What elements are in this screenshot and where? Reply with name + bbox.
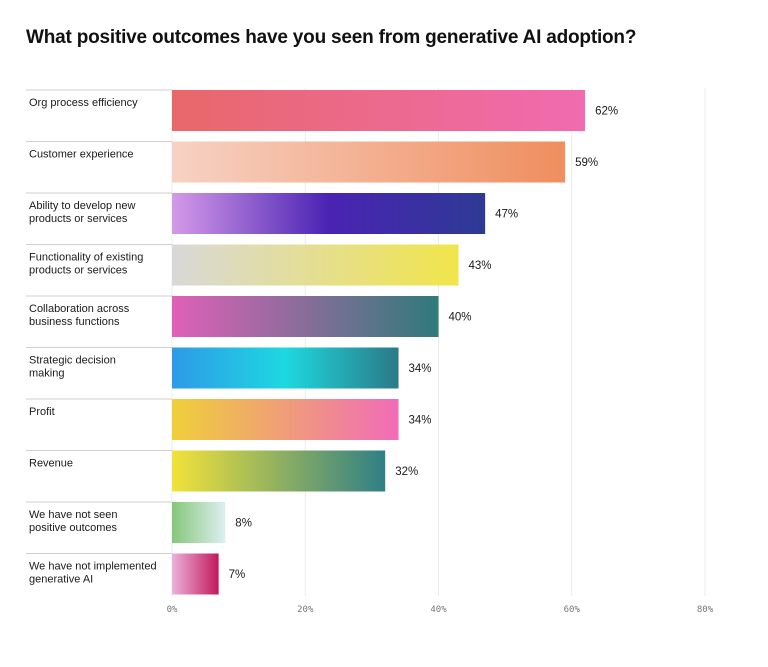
bar <box>172 347 399 389</box>
value-label: 59% <box>575 157 598 169</box>
x-tick-label: 80% <box>697 605 714 615</box>
bar <box>172 193 486 234</box>
category-label: Strategic decision making <box>29 355 116 380</box>
category-label: Profit <box>29 406 55 418</box>
bar <box>172 553 219 595</box>
x-axis: 0% 20% 40% 60% 80% <box>167 605 714 615</box>
category-label-line: We have not seen <box>29 509 117 521</box>
bar <box>172 502 226 543</box>
value-label: 62% <box>595 106 618 118</box>
category-label: Org process efficiency <box>29 97 138 109</box>
category-label-line: Revenue <box>29 458 73 470</box>
value-label: 8% <box>235 518 252 530</box>
category-label-line: Ability to develop new <box>29 200 135 212</box>
value-label: 47% <box>495 209 518 221</box>
category-label: Functionality of existing products or ser… <box>29 252 143 277</box>
x-tick-label: 0% <box>167 605 178 615</box>
value-label: 7% <box>229 569 246 581</box>
category-rows: Org process efficiency Customer experienc… <box>26 89 172 586</box>
category-label-line: products or services <box>29 265 128 277</box>
bar <box>172 450 386 492</box>
value-label: 40% <box>449 312 472 324</box>
bar <box>172 244 459 286</box>
bar <box>172 399 399 440</box>
bars: 62% 59% 47% 43% 40% 34% 34% 32% 8% 7% <box>172 90 618 595</box>
bar <box>172 90 586 131</box>
x-tick-label: 20% <box>297 605 314 615</box>
category-label-line: Functionality of existing <box>29 252 143 264</box>
category-label-line: making <box>29 368 64 380</box>
category-label-line: Profit <box>29 406 55 418</box>
value-label: 34% <box>409 415 432 427</box>
category-label-line: positive outcomes <box>29 522 118 534</box>
value-label: 43% <box>468 260 491 272</box>
category-label-line: Customer experience <box>29 149 134 161</box>
value-label: 34% <box>409 363 432 375</box>
x-tick-label: 40% <box>430 605 447 615</box>
category-label: Ability to develop new products or servic… <box>29 200 135 225</box>
category-label: Revenue <box>29 458 73 470</box>
category-label-line: Strategic decision <box>29 355 116 367</box>
category-label-line: products or services <box>29 213 128 225</box>
category-label-line: Org process efficiency <box>29 97 138 109</box>
chart-title: What positive outcomes have you seen fro… <box>26 27 637 48</box>
bar <box>172 141 566 183</box>
bar <box>172 296 439 337</box>
x-tick-label: 60% <box>564 605 581 615</box>
category-label-line: We have not implemented <box>29 561 157 573</box>
value-label: 32% <box>395 466 418 478</box>
category-label-line: generative AI <box>29 574 93 586</box>
category-label: Collaboration across business functions <box>29 303 130 328</box>
category-label: We have not seen positive outcomes <box>29 509 118 534</box>
category-label-line: Collaboration across <box>29 303 130 315</box>
category-label: We have not implemented generative AI <box>29 561 157 586</box>
category-label-line: business functions <box>29 316 120 328</box>
category-label: Customer experience <box>29 149 134 161</box>
